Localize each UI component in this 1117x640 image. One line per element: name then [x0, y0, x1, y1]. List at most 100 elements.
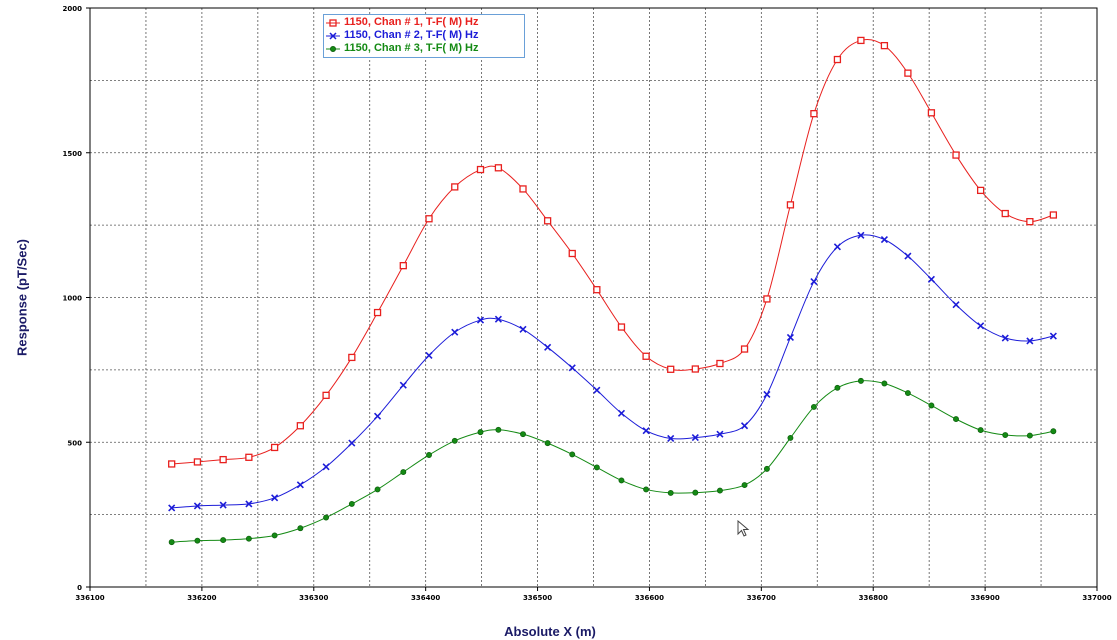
data-point-chan-1 [1001, 209, 1009, 218]
data-point-chan-3 [1002, 432, 1009, 438]
data-point-chan-2 [296, 481, 304, 489]
data-point-chan-2 [494, 315, 502, 323]
legend-item-chan-2: 1150, Chan # 2, T-F( M) Hz [324, 29, 524, 43]
data-point-chan-3 [881, 380, 888, 387]
data-point-chan-3 [520, 431, 526, 438]
data-point-chan-2 [168, 504, 176, 512]
data-point-chan-2 [544, 343, 552, 351]
data-point-chan-1 [833, 55, 842, 64]
data-point-chan-2 [786, 333, 794, 342]
data-point-chan-3 [323, 514, 330, 521]
data-point-chan-1 [270, 443, 279, 452]
data-point-chan-3 [477, 429, 484, 436]
data-point-chan-3 [168, 539, 175, 546]
data-point-chan-2 [617, 409, 626, 417]
data-point-chan-2 [1026, 337, 1034, 345]
data-point-chan-3 [495, 426, 502, 433]
data-point-chan-2 [425, 351, 433, 359]
data-point-chan-2 [193, 502, 201, 510]
data-point-chan-1 [245, 453, 253, 461]
data-point-chan-2 [322, 463, 330, 471]
data-point-chan-1 [857, 36, 865, 45]
data-point-chan-3 [618, 477, 625, 484]
data-point-chan-3 [194, 537, 201, 544]
mouse-cursor-icon [737, 520, 750, 537]
x-tick-label: 337000 [1082, 594, 1111, 602]
data-point-chan-1 [716, 359, 724, 368]
data-point-chan-3 [245, 535, 252, 542]
data-point-chan-1 [904, 69, 912, 77]
data-point-chan-2 [667, 434, 675, 443]
data-point-chan-3 [400, 469, 407, 476]
x-tick-label: 336400 [411, 594, 440, 602]
data-point-chan-1 [786, 201, 795, 209]
data-point-chan-3 [667, 489, 674, 496]
data-point-chan-3 [643, 486, 650, 493]
data-point-chan-2 [1001, 334, 1009, 342]
legend-label-chan-1: 1150, Chan # 1, T-F( M) Hz [344, 16, 479, 28]
data-point-chan-1 [425, 215, 433, 223]
data-point-chan-2 [399, 381, 407, 389]
data-point-chan-1 [1049, 211, 1058, 219]
x-tick-label: 336800 [859, 594, 888, 602]
x-tick-label: 336900 [970, 594, 999, 602]
data-point-chan-1 [952, 151, 960, 159]
data-point-chan-1 [494, 164, 503, 172]
data-point-chan-1 [740, 345, 749, 353]
data-point-chan-2 [691, 434, 699, 442]
data-point-chan-1 [642, 352, 650, 360]
data-point-chan-1 [568, 249, 576, 258]
data-point-chan-3 [977, 427, 984, 434]
legend-marker-square-icon [326, 19, 340, 27]
data-point-chan-3 [834, 384, 841, 391]
data-point-chan-2 [219, 501, 227, 509]
data-point-chan-3 [593, 464, 600, 471]
data-point-chan-2 [977, 322, 985, 330]
data-point-chan-2 [373, 412, 382, 420]
data-point-chan-1 [219, 455, 227, 464]
data-point-chan-3 [374, 486, 381, 493]
data-point-chan-2 [740, 422, 749, 430]
data-point-chan-2 [904, 252, 912, 260]
legend-label-chan-3: 1150, Chan # 3, T-F( M) Hz [344, 42, 479, 54]
data-point-chan-1 [476, 165, 485, 174]
legend-marker-circle-icon [326, 46, 340, 52]
data-point-chan-2 [952, 301, 960, 309]
data-point-chan-2 [519, 325, 527, 333]
data-point-chan-3 [220, 537, 227, 544]
data-point-chan-3 [904, 390, 911, 396]
data-point-chan-3 [544, 440, 551, 447]
data-point-chan-3 [692, 489, 699, 496]
data-point-chan-2 [857, 231, 865, 239]
data-point-chan-1 [296, 422, 305, 430]
data-point-chan-3 [426, 452, 432, 458]
data-point-chan-3 [271, 532, 278, 539]
data-point-chan-1 [451, 183, 459, 191]
data-point-chan-2 [880, 236, 888, 244]
data-point-chan-2 [245, 500, 253, 508]
data-point-chan-1 [810, 110, 818, 118]
data-point-chan-1 [322, 391, 330, 400]
data-point-chan-1 [1026, 218, 1034, 226]
legend: 1150, Chan # 1, T-F( M) Hz 1150, Chan # … [323, 14, 525, 58]
x-axis-label: Absolute X (m) [504, 624, 596, 639]
data-point-chan-2 [810, 278, 818, 286]
data-point-chan-3 [741, 482, 748, 489]
data-point-chan-1 [927, 109, 936, 117]
data-point-chan-1 [193, 458, 202, 466]
x-tick-label: 336100 [75, 594, 104, 602]
data-point-chan-2 [927, 275, 935, 283]
data-point-chan-1 [543, 217, 552, 225]
y-tick-label: 0 [77, 584, 82, 592]
series-line-chan-2 [171, 234, 1054, 509]
y-tick-label: 2000 [63, 5, 83, 13]
y-tick-label: 1500 [63, 150, 83, 158]
data-point-chan-2 [593, 386, 601, 394]
data-point-chan-1 [691, 365, 699, 373]
data-point-chan-3 [451, 437, 458, 444]
data-point-chan-3 [1026, 432, 1033, 439]
data-point-chan-3 [953, 416, 959, 423]
data-point-chan-3 [810, 403, 817, 410]
x-tick-label: 336500 [523, 594, 552, 602]
